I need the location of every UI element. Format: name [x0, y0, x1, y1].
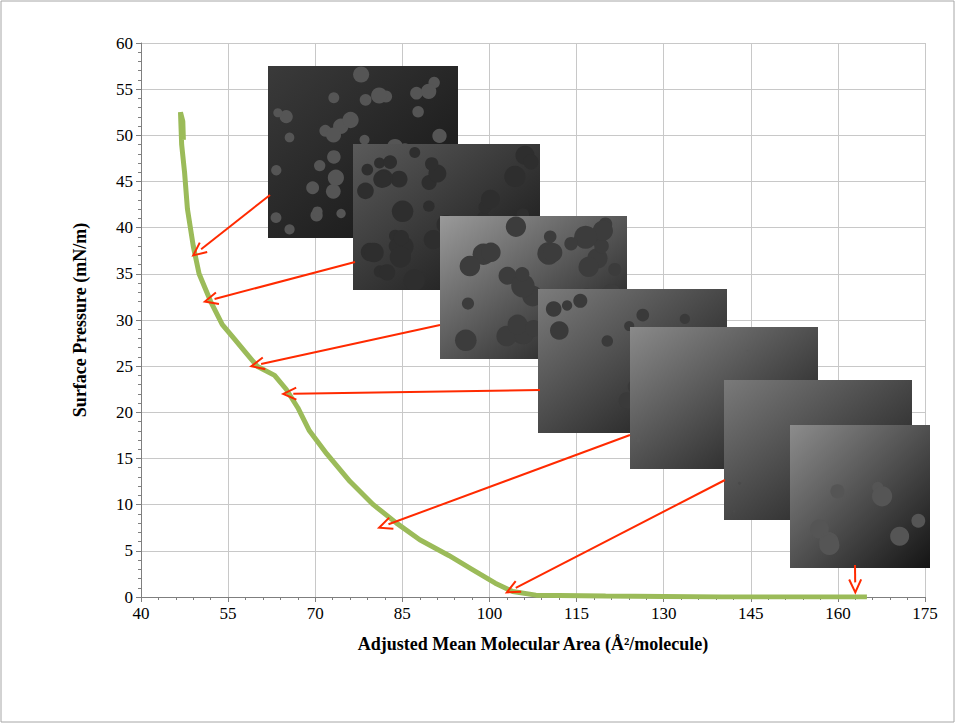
svg-text:85: 85 — [394, 604, 411, 623]
svg-text:115: 115 — [564, 604, 589, 623]
svg-text:5: 5 — [125, 541, 134, 560]
svg-text:0: 0 — [124, 587, 133, 607]
svg-text:60: 60 — [116, 34, 133, 53]
svg-text:55: 55 — [220, 604, 237, 623]
svg-text:10: 10 — [116, 495, 133, 514]
svg-text:160: 160 — [825, 604, 851, 623]
svg-text:45: 45 — [116, 172, 133, 191]
svg-text:25: 25 — [116, 357, 133, 376]
svg-text:35: 35 — [116, 264, 133, 283]
svg-text:30: 30 — [116, 311, 133, 330]
svg-text:145: 145 — [738, 604, 764, 623]
svg-text:100: 100 — [477, 604, 503, 623]
svg-text:Adjusted Mean Molecular Area (: Adjusted Mean Molecular Area (Å²/molecul… — [358, 634, 709, 655]
svg-text:50: 50 — [116, 126, 133, 145]
svg-text:40: 40 — [116, 218, 133, 237]
svg-text:130: 130 — [651, 604, 677, 623]
svg-text:70: 70 — [307, 604, 324, 623]
svg-text:40: 40 — [133, 604, 150, 623]
svg-text:20: 20 — [116, 403, 133, 422]
svg-text:15: 15 — [116, 449, 133, 468]
svg-text:175: 175 — [912, 604, 938, 623]
svg-text:Surface Pressure (mN/m): Surface Pressure (mN/m) — [70, 223, 91, 417]
svg-text:55: 55 — [116, 80, 133, 99]
